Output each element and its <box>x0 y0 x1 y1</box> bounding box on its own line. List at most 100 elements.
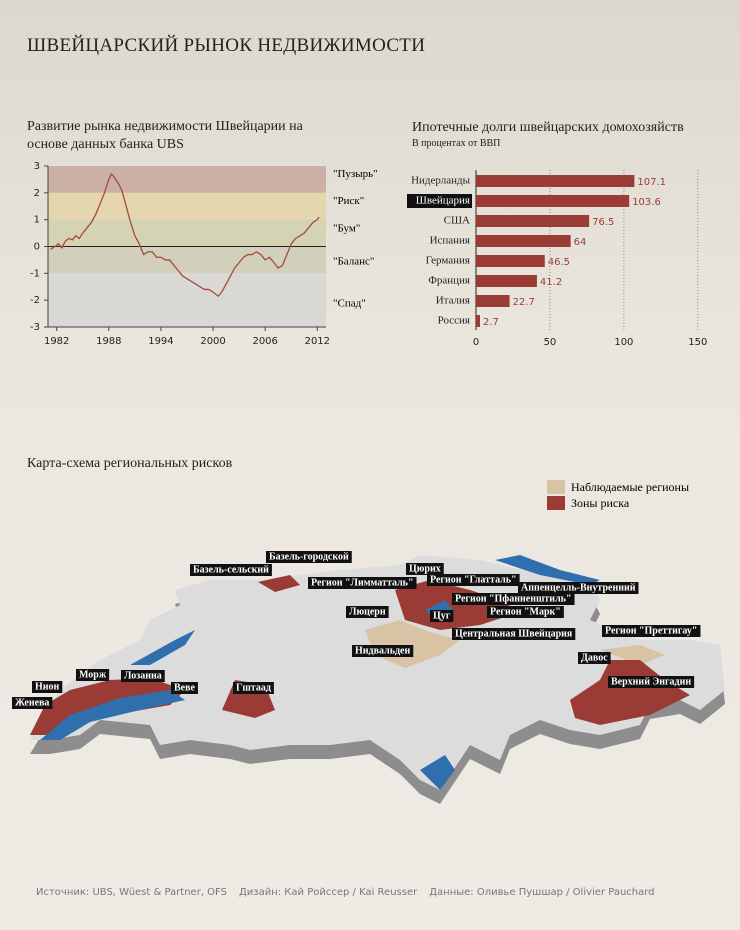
map-label-box <box>171 682 198 694</box>
footer-text: Источник: UBS, Wüest & Partner, OFS <box>36 887 227 898</box>
legend-swatch <box>547 496 565 510</box>
map-label-text: Гштаад <box>236 682 271 693</box>
map-label: Давос <box>578 652 611 664</box>
bar <box>476 275 537 287</box>
map-label: Базель-городской <box>266 551 352 563</box>
zone-label: "Пузырь" <box>333 168 378 180</box>
zone <box>48 273 326 327</box>
value-label: 107.1 <box>637 177 666 188</box>
map-label-box <box>452 593 575 605</box>
map-label-box <box>578 652 611 664</box>
legend-label: Зоны риска <box>571 496 630 510</box>
category-label: Нидерланды <box>411 175 471 187</box>
category-label: Италия <box>436 295 470 307</box>
map-label-box <box>608 676 695 688</box>
bar <box>476 195 630 207</box>
zone-label: "Бум" <box>333 223 360 235</box>
bar <box>476 295 510 307</box>
map-label-box <box>233 682 274 694</box>
map-label: Центральная Швейцария <box>452 628 576 640</box>
map-label: Женева <box>12 697 53 709</box>
bar <box>476 315 480 327</box>
map-label-text: Регион "Преттигау" <box>605 625 697 636</box>
map-label-box <box>346 606 389 618</box>
map-label-box <box>266 551 352 563</box>
category-label: Германия <box>426 255 470 267</box>
chart-subtitle: В процентах от ВВП <box>412 138 501 149</box>
value-label: 41.2 <box>540 277 562 288</box>
map-label-text: Веве <box>174 682 196 693</box>
category-label: Франция <box>428 275 470 287</box>
value-label: 76.5 <box>592 217 614 228</box>
map-label-text: Регион "Марк" <box>490 606 561 617</box>
map-label: Морж <box>76 669 110 681</box>
map-label-text: Верхний Энгадин <box>611 676 691 687</box>
map-label-box <box>430 610 454 622</box>
map-label-text: Лозанна <box>124 670 162 681</box>
map-label-text: Аппенцелль-Внутренний <box>521 582 636 593</box>
value-label: 103.6 <box>632 197 661 208</box>
x-tick-label: 1988 <box>96 336 121 347</box>
footer-text: Данные: Оливье Пушшар / Olivier Pauchard <box>429 887 654 898</box>
x-tick-label: 150 <box>688 337 707 348</box>
category-label: Швейцария <box>416 195 470 207</box>
map-label: Аппенцелль-Внутренний <box>518 582 639 594</box>
map-label-text: Базель-городской <box>269 551 349 562</box>
y-tick-label: -1 <box>30 268 40 279</box>
x-tick-label: 2006 <box>252 336 277 347</box>
bar <box>476 175 635 187</box>
map-title: Карта-схема региональных рисков <box>27 456 233 471</box>
bar <box>476 235 571 247</box>
map-label-box <box>427 574 520 586</box>
value-label: 64 <box>574 237 587 248</box>
map-label-text: Цуг <box>433 610 451 621</box>
x-tick-label: 1994 <box>148 336 173 347</box>
map-label: Регион "Глатталь" <box>427 574 520 586</box>
map-label-text: Регион "Пфанненштиль" <box>455 593 572 604</box>
map-label-text: Давос <box>581 652 608 663</box>
map-label-text: Люцерн <box>349 606 386 617</box>
map-label-box <box>452 628 576 640</box>
map-label-text: Базель-сельский <box>193 564 269 575</box>
value-label: 46.5 <box>548 257 570 268</box>
map-label-box <box>121 670 165 682</box>
zone <box>48 192 326 220</box>
map-label: Нидвальден <box>352 645 414 657</box>
y-tick-label: 3 <box>34 161 40 172</box>
x-tick-label: 2012 <box>305 336 330 347</box>
bar <box>476 215 590 227</box>
map-label-box <box>352 645 414 657</box>
map-label-text: Цюрих <box>409 563 441 574</box>
zone-label: "Баланс" <box>333 255 374 267</box>
y-tick-label: -3 <box>30 322 40 333</box>
map-label: Верхний Энгадин <box>608 676 695 688</box>
map-label: Регион "Марк" <box>487 606 564 618</box>
legend-swatch <box>547 480 565 494</box>
map-label: Нион <box>32 681 63 693</box>
chart-title: Развитие рынка недвижимости Швейцарии на… <box>27 119 303 152</box>
zone <box>48 246 326 274</box>
map-label: Цуг <box>430 610 454 622</box>
map-label-box <box>12 697 53 709</box>
map-label-box <box>308 577 417 589</box>
map-label-box <box>190 564 272 576</box>
map-label-text: Регион "Лимматталь" <box>311 577 414 588</box>
map-label: Регион "Пфанненштиль" <box>452 593 575 605</box>
map-label-box <box>32 681 63 693</box>
map-label-box <box>518 582 639 594</box>
map-label: Лозанна <box>121 670 165 682</box>
map-label: Гштаад <box>233 682 274 694</box>
x-tick-label: 50 <box>544 337 557 348</box>
category-label: США <box>444 215 470 227</box>
x-tick-label: 0 <box>473 337 479 348</box>
map-label-text: Нидвальден <box>355 645 410 656</box>
value-label: 22.7 <box>513 297 535 308</box>
map-label-box <box>487 606 564 618</box>
bar <box>476 255 545 267</box>
chart-title: Ипотечные долги швейцарских домохозяйств <box>412 120 684 135</box>
zone <box>48 219 326 247</box>
category-label: Испания <box>430 235 470 247</box>
y-tick-label: -2 <box>30 295 40 306</box>
map-label-text: Регион "Глатталь" <box>430 574 517 585</box>
